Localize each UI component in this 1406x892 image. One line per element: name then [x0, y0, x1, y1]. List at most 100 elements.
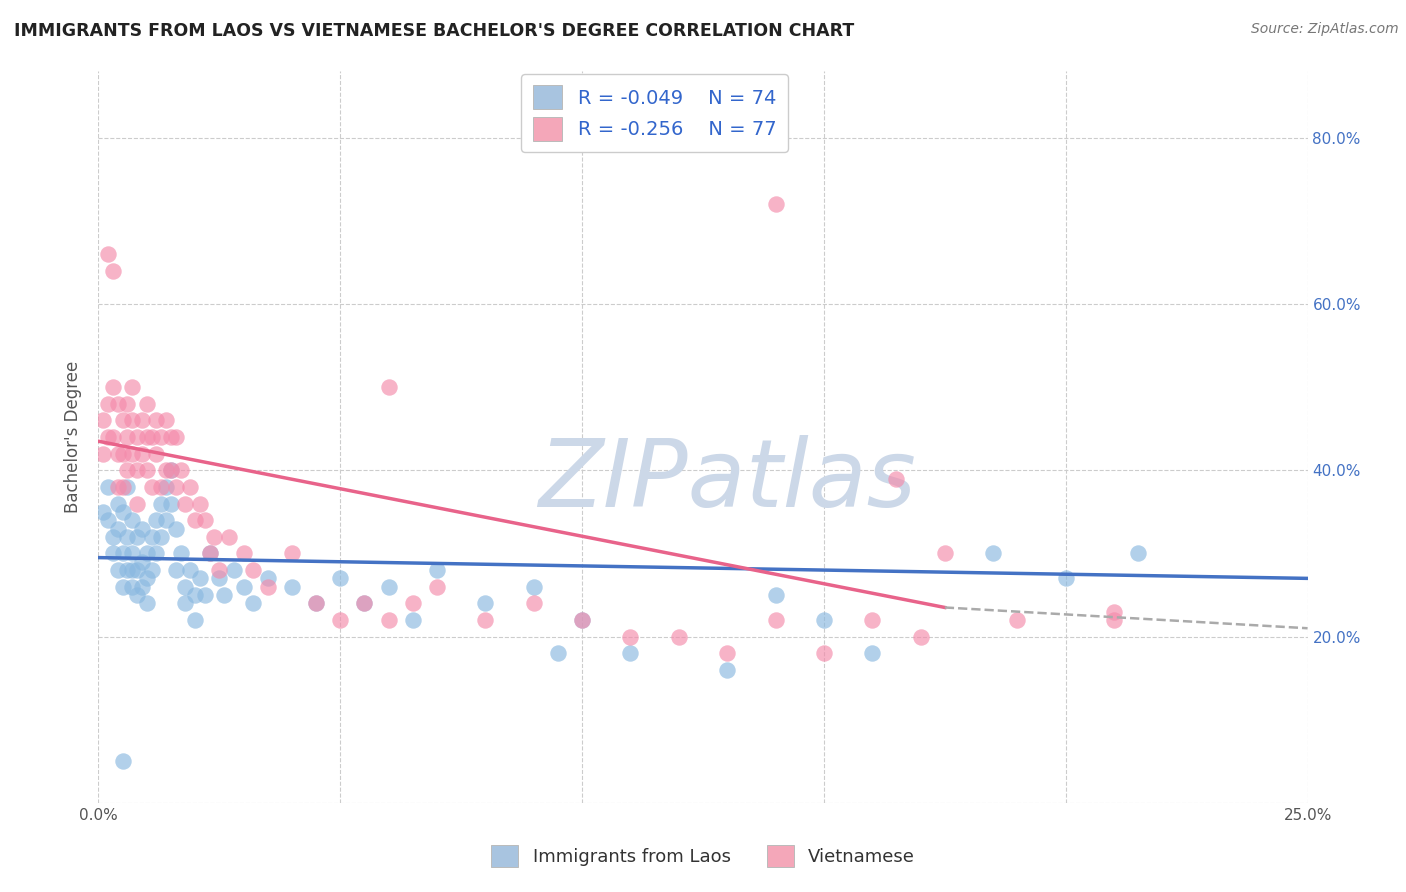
Point — [765, 197, 787, 211]
Point — [426, 563, 449, 577]
Point — [981, 546, 1004, 560]
Point — [141, 480, 163, 494]
Point — [619, 646, 641, 660]
Point — [117, 530, 139, 544]
Point — [184, 613, 207, 627]
Point — [188, 571, 211, 585]
Point — [281, 580, 304, 594]
Point — [145, 447, 167, 461]
Point — [571, 613, 593, 627]
Point — [141, 530, 163, 544]
Point — [169, 463, 191, 477]
Point — [131, 580, 153, 594]
Point — [377, 580, 399, 594]
Point — [121, 546, 143, 560]
Point — [218, 530, 240, 544]
Point — [165, 480, 187, 494]
Point — [131, 521, 153, 535]
Point — [402, 596, 425, 610]
Point — [165, 521, 187, 535]
Point — [523, 580, 546, 594]
Legend: R = -0.049    N = 74, R = -0.256    N = 77: R = -0.049 N = 74, R = -0.256 N = 77 — [522, 74, 787, 153]
Point — [150, 430, 173, 444]
Point — [160, 463, 183, 477]
Point — [934, 546, 956, 560]
Point — [111, 505, 134, 519]
Text: IMMIGRANTS FROM LAOS VS VIETNAMESE BACHELOR'S DEGREE CORRELATION CHART: IMMIGRANTS FROM LAOS VS VIETNAMESE BACHE… — [14, 22, 855, 40]
Point — [155, 413, 177, 427]
Point — [523, 596, 546, 610]
Point — [198, 546, 221, 560]
Point — [127, 497, 149, 511]
Point — [716, 663, 738, 677]
Point — [111, 413, 134, 427]
Point — [127, 430, 149, 444]
Point — [135, 397, 157, 411]
Point — [377, 380, 399, 394]
Point — [97, 513, 120, 527]
Point — [860, 646, 883, 660]
Point — [402, 613, 425, 627]
Point — [860, 613, 883, 627]
Point — [107, 497, 129, 511]
Point — [194, 588, 217, 602]
Point — [160, 430, 183, 444]
Point — [107, 480, 129, 494]
Point — [91, 505, 114, 519]
Point — [97, 480, 120, 494]
Point — [765, 613, 787, 627]
Point — [135, 571, 157, 585]
Point — [184, 513, 207, 527]
Point — [150, 530, 173, 544]
Point — [135, 546, 157, 560]
Point — [353, 596, 375, 610]
Point — [107, 563, 129, 577]
Point — [179, 563, 201, 577]
Point — [281, 546, 304, 560]
Point — [111, 754, 134, 768]
Point — [204, 530, 226, 544]
Point — [668, 630, 690, 644]
Point — [155, 480, 177, 494]
Point — [117, 397, 139, 411]
Point — [117, 463, 139, 477]
Point — [117, 430, 139, 444]
Point — [135, 430, 157, 444]
Point — [145, 546, 167, 560]
Legend: Immigrants from Laos, Vietnamese: Immigrants from Laos, Vietnamese — [484, 838, 922, 874]
Point — [165, 563, 187, 577]
Text: Source: ZipAtlas.com: Source: ZipAtlas.com — [1251, 22, 1399, 37]
Point — [222, 563, 245, 577]
Point — [160, 463, 183, 477]
Point — [910, 630, 932, 644]
Point — [111, 447, 134, 461]
Point — [165, 430, 187, 444]
Point — [107, 521, 129, 535]
Point — [91, 447, 114, 461]
Point — [242, 596, 264, 610]
Point — [1102, 605, 1125, 619]
Point — [101, 546, 124, 560]
Point — [174, 497, 197, 511]
Point — [101, 380, 124, 394]
Point — [426, 580, 449, 594]
Text: ZIPatlas: ZIPatlas — [538, 435, 917, 526]
Point — [377, 613, 399, 627]
Point — [127, 530, 149, 544]
Point — [111, 546, 134, 560]
Point — [242, 563, 264, 577]
Point — [131, 413, 153, 427]
Point — [198, 546, 221, 560]
Point — [111, 480, 134, 494]
Point — [107, 397, 129, 411]
Point — [188, 497, 211, 511]
Point — [208, 563, 231, 577]
Point — [813, 646, 835, 660]
Point — [208, 571, 231, 585]
Point — [150, 497, 173, 511]
Point — [174, 580, 197, 594]
Point — [1007, 613, 1029, 627]
Y-axis label: Bachelor's Degree: Bachelor's Degree — [65, 361, 83, 513]
Point — [97, 430, 120, 444]
Point — [813, 613, 835, 627]
